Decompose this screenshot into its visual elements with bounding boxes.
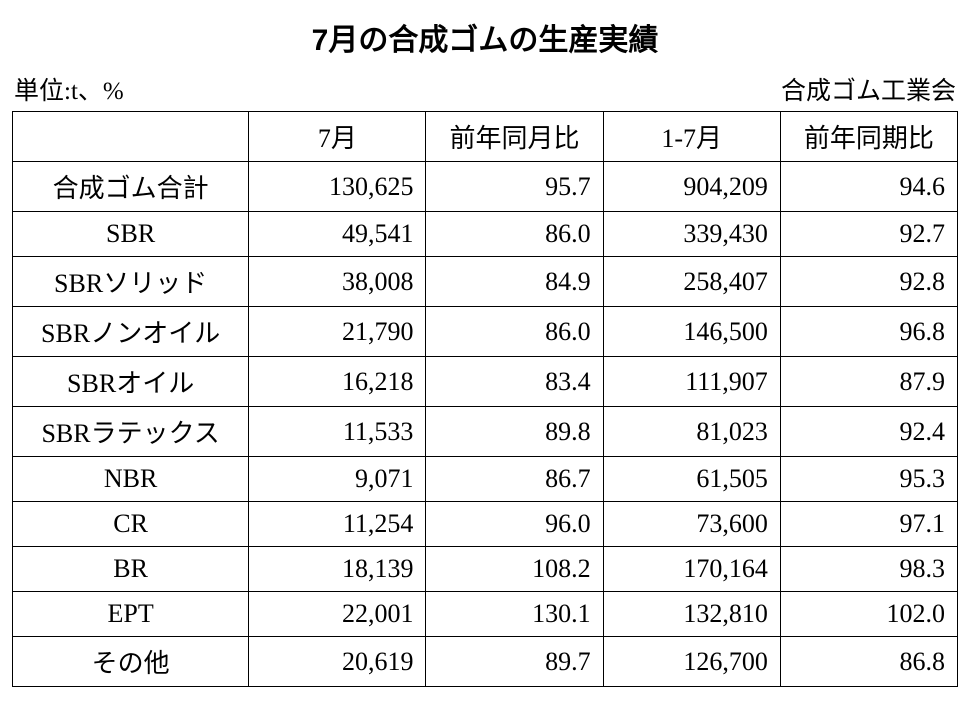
cell-value: 170,164 [603,547,780,592]
cell-value: 258,407 [603,257,780,307]
cell-value: 96.0 [426,502,603,547]
page-title: 7月の合成ゴムの生産実績 [12,15,958,59]
table-row: SBRノンオイル21,79086.0146,50096.8 [13,307,958,357]
cell-value: 38,008 [249,257,426,307]
col-header-4: 前年同期比 [780,112,957,162]
cell-value: 49,541 [249,212,426,257]
cell-value: 94.6 [780,162,957,212]
cell-value: 102.0 [780,592,957,637]
table-header-row: 7月 前年同月比 1-7月 前年同期比 [13,112,958,162]
cell-value: 95.3 [780,457,957,502]
col-header-1: 7月 [249,112,426,162]
cell-value: 9,071 [249,457,426,502]
cell-value: 61,505 [603,457,780,502]
row-label: SBRラテックス [13,407,249,457]
cell-value: 339,430 [603,212,780,257]
table-row: その他20,61989.7126,70086.8 [13,637,958,687]
cell-value: 130,625 [249,162,426,212]
cell-value: 86.0 [426,307,603,357]
row-label: BR [13,547,249,592]
cell-value: 73,600 [603,502,780,547]
cell-value: 92.8 [780,257,957,307]
row-label: NBR [13,457,249,502]
cell-value: 146,500 [603,307,780,357]
col-header-0 [13,112,249,162]
cell-value: 22,001 [249,592,426,637]
cell-value: 20,619 [249,637,426,687]
table-row: BR18,139108.2170,16498.3 [13,547,958,592]
table-row: 合成ゴム合計130,62595.7904,20994.6 [13,162,958,212]
table-row: EPT22,001130.1132,810102.0 [13,592,958,637]
table-row: NBR9,07186.761,50595.3 [13,457,958,502]
header-row: 単位:t、% 合成ゴム工業会 [12,71,958,107]
row-label: EPT [13,592,249,637]
row-label: SBRソリッド [13,257,249,307]
cell-value: 96.8 [780,307,957,357]
cell-value: 86.7 [426,457,603,502]
cell-value: 86.8 [780,637,957,687]
cell-value: 132,810 [603,592,780,637]
cell-value: 126,700 [603,637,780,687]
cell-value: 11,533 [249,407,426,457]
cell-value: 21,790 [249,307,426,357]
cell-value: 92.7 [780,212,957,257]
table-row: SBR49,54186.0339,43092.7 [13,212,958,257]
table-row: SBRラテックス11,53389.881,02392.4 [13,407,958,457]
cell-value: 98.3 [780,547,957,592]
row-label: その他 [13,637,249,687]
table-row: SBRソリッド38,00884.9258,40792.8 [13,257,958,307]
row-label: SBR [13,212,249,257]
table-row: SBRオイル16,21883.4111,90787.9 [13,357,958,407]
unit-label: 単位:t、% [14,71,124,107]
cell-value: 81,023 [603,407,780,457]
cell-value: 904,209 [603,162,780,212]
cell-value: 86.0 [426,212,603,257]
row-label: SBRオイル [13,357,249,407]
cell-value: 87.9 [780,357,957,407]
cell-value: 130.1 [426,592,603,637]
table-row: CR11,25496.073,60097.1 [13,502,958,547]
row-label: 合成ゴム合計 [13,162,249,212]
cell-value: 89.8 [426,407,603,457]
production-table: 7月 前年同月比 1-7月 前年同期比 合成ゴム合計130,62595.7904… [12,111,958,687]
cell-value: 95.7 [426,162,603,212]
cell-value: 16,218 [249,357,426,407]
cell-value: 18,139 [249,547,426,592]
source-label: 合成ゴム工業会 [781,71,956,107]
cell-value: 92.4 [780,407,957,457]
cell-value: 11,254 [249,502,426,547]
row-label: SBRノンオイル [13,307,249,357]
cell-value: 111,907 [603,357,780,407]
row-label: CR [13,502,249,547]
col-header-2: 前年同月比 [426,112,603,162]
cell-value: 84.9 [426,257,603,307]
cell-value: 83.4 [426,357,603,407]
cell-value: 89.7 [426,637,603,687]
cell-value: 97.1 [780,502,957,547]
cell-value: 108.2 [426,547,603,592]
col-header-3: 1-7月 [603,112,780,162]
